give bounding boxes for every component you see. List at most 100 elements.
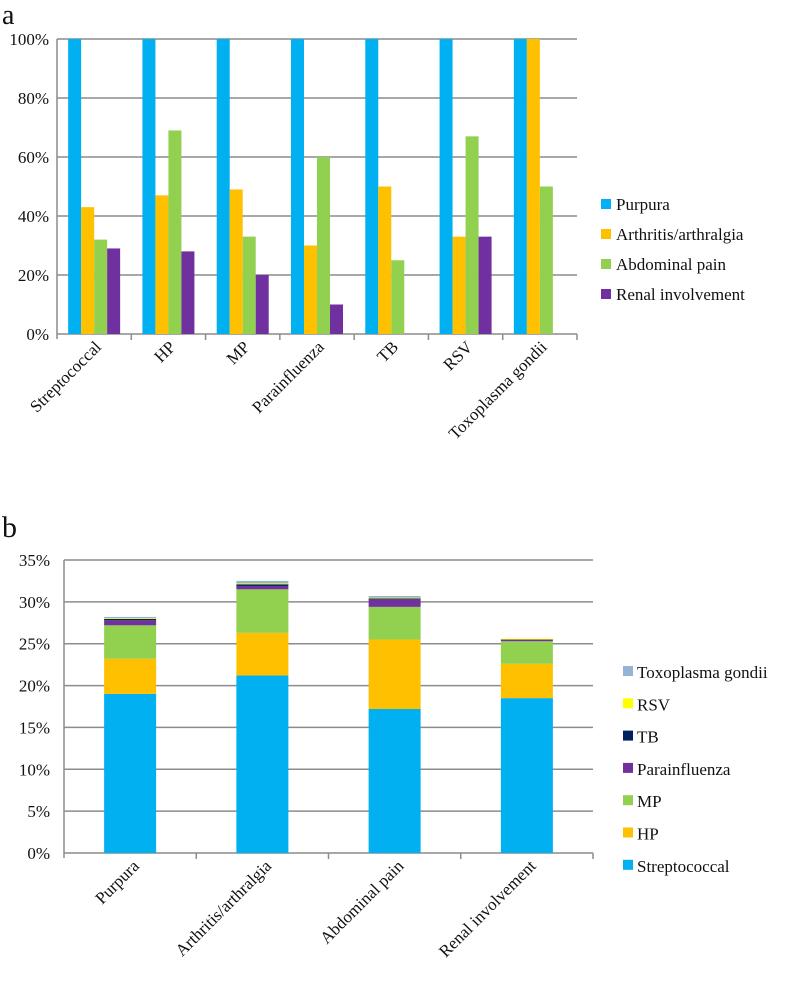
legend-swatch: [623, 730, 633, 741]
stack-segment-parainfluenza: [368, 599, 421, 607]
bar-arthritis-arthralgia: [526, 39, 540, 334]
bar-purpura: [142, 39, 156, 334]
stack-segment-tb: [104, 618, 157, 621]
bar-arthritis-arthralgia: [304, 245, 317, 334]
bar-abdominal-pain: [465, 136, 479, 334]
legend-swatch: [623, 859, 633, 870]
x-tick-label: Arthritis/arthralgia: [172, 856, 276, 960]
legend-swatch: [601, 289, 611, 299]
stack-segment-parainfluenza: [104, 620, 157, 626]
stack-segment-hp: [104, 658, 157, 694]
bar-arthritis-arthralgia: [155, 195, 169, 334]
bar-purpura: [291, 39, 304, 334]
panel-label-a: a: [2, 0, 15, 31]
y-tick-label: 0%: [27, 844, 50, 863]
legend-label: Parainfluenza: [637, 760, 731, 779]
stack-segment-streptococcal: [368, 709, 421, 853]
bar-abdominal-pain: [168, 130, 182, 334]
y-tick-label: 15%: [19, 718, 50, 737]
legend-label: Streptococcal: [637, 857, 730, 876]
legend-label: Toxoplasma gondii: [637, 663, 768, 682]
y-tick-label: 35%: [19, 551, 50, 570]
bar-purpura: [439, 39, 453, 334]
stack-segment-streptococcal: [500, 698, 553, 853]
legend-swatch: [623, 762, 633, 773]
y-tick-label: 30%: [19, 593, 50, 612]
stack-segment-rsv: [500, 638, 553, 640]
legend-swatch: [601, 259, 611, 269]
stack-segment-rsv: [368, 597, 421, 599]
stack-segment-rsv: [104, 618, 157, 619]
x-tick-label: MP: [223, 337, 254, 368]
y-tick-label: 20%: [19, 677, 50, 696]
stack-segment-hp: [236, 632, 289, 676]
bar-purpura: [216, 39, 230, 334]
y-tick-label: 60%: [18, 148, 49, 167]
stack-segment-hp: [368, 639, 421, 710]
legend-label: TB: [637, 728, 659, 747]
stack-segment-streptococcal: [104, 693, 157, 853]
stack-segment-parainfluenza: [236, 585, 289, 590]
y-tick-label: 5%: [27, 802, 50, 821]
stack-segment-toxoplasma-gondii: [104, 616, 157, 619]
stack-segment-mp: [236, 589, 289, 633]
bar-arthritis-arthralgia: [229, 189, 243, 334]
y-tick-label: 40%: [18, 207, 49, 226]
legend-swatch: [601, 229, 611, 239]
bar-purpura: [513, 39, 527, 334]
stack-segment-rsv: [236, 583, 289, 585]
bar-arthritis-arthralgia: [378, 186, 392, 334]
legend-swatch: [601, 199, 611, 209]
x-tick-label: Purpura: [91, 856, 143, 908]
y-tick-label: 20%: [18, 266, 49, 285]
stack-segment-mp: [500, 641, 553, 664]
legend-swatch: [623, 698, 633, 709]
x-tick-label: Abdominal pain: [316, 856, 408, 948]
y-tick-label: 10%: [19, 760, 50, 779]
legend-label: Arthritis/arthralgia: [616, 225, 744, 244]
y-tick-label: 100%: [9, 30, 49, 49]
bar-purpura: [365, 39, 379, 334]
legend-swatch: [623, 827, 633, 838]
stack-segment-toxoplasma-gondii: [368, 595, 421, 598]
x-tick-label: TB: [373, 337, 402, 366]
legend-label: RSV: [637, 695, 671, 714]
x-tick-label: RSV: [440, 337, 477, 374]
legend-label: Renal involvement: [616, 285, 745, 304]
x-tick-label: Streptococcal: [26, 337, 105, 416]
bar-arthritis-arthralgia: [81, 207, 95, 334]
stack-segment-hp: [500, 663, 553, 699]
bar-abdominal-pain: [94, 239, 108, 334]
stack-segment-parainfluenza: [500, 639, 553, 642]
bar-renal-involvement: [181, 251, 195, 334]
legend-label: Abdominal pain: [616, 255, 727, 274]
legend-label: Purpura: [616, 195, 670, 214]
stack-segment-toxoplasma-gondii: [236, 580, 289, 584]
y-tick-label: 0%: [26, 325, 49, 344]
x-tick-label: HP: [150, 337, 179, 366]
bar-abdominal-pain: [391, 260, 405, 334]
bar-renal-involvement: [330, 304, 343, 334]
stack-segment-tb: [368, 598, 421, 600]
bar-renal-involvement: [107, 248, 121, 334]
bar-abdominal-pain: [317, 157, 330, 334]
bar-abdominal-pain: [242, 236, 256, 334]
bar-purpura: [68, 39, 82, 334]
legend-swatch: [623, 795, 633, 806]
bar-arthritis-arthralgia: [452, 236, 466, 334]
legend-label: MP: [637, 792, 662, 811]
x-tick-label: Renal involvement: [435, 856, 540, 961]
y-tick-label: 80%: [18, 89, 49, 108]
stack-segment-tb: [236, 584, 289, 586]
stack-segment-mp: [104, 625, 157, 659]
legend-label: HP: [637, 825, 659, 844]
bar-renal-involvement: [255, 275, 269, 334]
x-tick-label: Parainfluenza: [248, 337, 328, 417]
stack-segment-streptococcal: [236, 675, 289, 853]
panel-label-b: b: [2, 511, 17, 544]
y-tick-label: 25%: [19, 635, 50, 654]
stack-segment-mp: [368, 606, 421, 640]
legend-swatch: [623, 666, 633, 676]
bar-abdominal-pain: [539, 186, 553, 334]
